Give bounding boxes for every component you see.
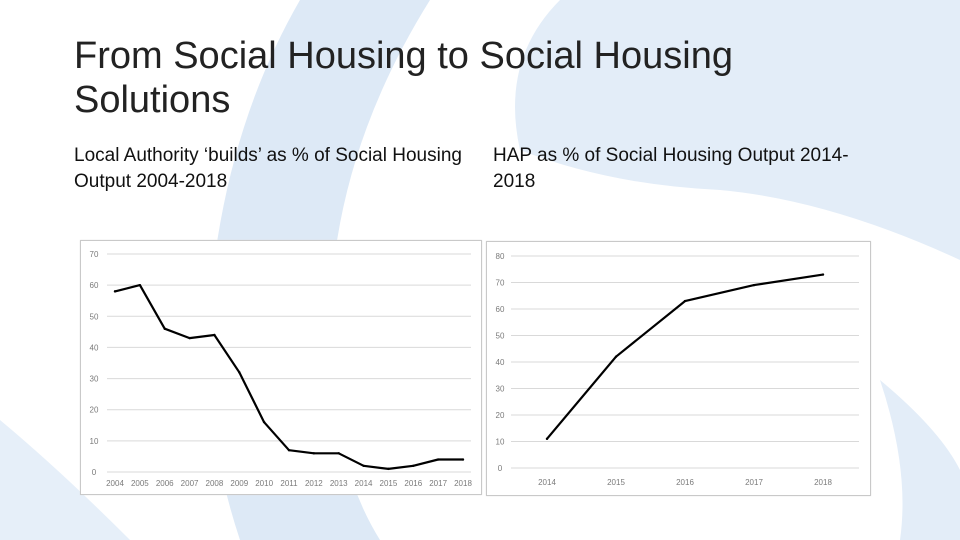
right-y-tick-label: 0 (498, 464, 503, 473)
left-data-point-2013 (337, 452, 340, 455)
right-y-tick-label: 50 (496, 332, 505, 341)
right-line-chart: 0 10 20 30 40 50 60 70 80 2014 2015 2016 2017 2018 (496, 252, 859, 487)
left-x-tick-label: 2015 (380, 479, 398, 488)
right-data-point-2018 (821, 273, 825, 276)
left-x-tick-label: 2009 (230, 479, 248, 488)
left-y-tick-label: 10 (90, 437, 99, 446)
right-data-point-2016 (683, 299, 687, 303)
left-data-point-2016 (412, 464, 415, 467)
right-y-tick-label: 20 (496, 411, 505, 420)
left-data-point-2006 (163, 327, 166, 330)
left-y-tick-label: 50 (90, 312, 99, 321)
left-y-tick-label: 60 (90, 281, 99, 290)
left-data-point-2004 (113, 290, 117, 293)
right-y-tick-label: 80 (496, 252, 505, 261)
left-x-tick-label: 2011 (280, 479, 298, 488)
left-data-point-2008 (213, 333, 216, 337)
left-x-tick-label: 2005 (131, 479, 149, 488)
right-y-tick-label: 70 (496, 279, 505, 288)
right-x-tick-label: 2018 (814, 478, 832, 487)
right-data-point-2017 (752, 283, 756, 287)
slide-title: From Social Housing to Social Housing So… (74, 35, 733, 121)
right-x-tick-label: 2014 (538, 478, 556, 487)
background-lower-right-shape (880, 380, 960, 540)
left-data-point-2011 (287, 449, 291, 452)
left-x-tick-label: 2004 (106, 479, 124, 488)
left-x-tick-label: 2016 (404, 479, 422, 488)
left-data-point-2018 (461, 458, 465, 461)
left-x-tick-label: 2012 (305, 479, 323, 488)
left-y-tick-label: 0 (92, 468, 97, 477)
left-x-tick-label: 2006 (156, 479, 174, 488)
left-data-point-2005 (138, 283, 142, 287)
left-data-point-2015 (387, 467, 390, 471)
left-data-point-2007 (188, 336, 191, 340)
right-y-tick-label: 10 (496, 438, 505, 447)
right-series-line (545, 273, 825, 440)
left-x-tick-label: 2018 (454, 479, 472, 488)
left-data-point-2009 (238, 371, 241, 374)
left-data-point-2017 (436, 458, 440, 461)
left-x-tick-label: 2017 (429, 479, 447, 488)
left-line-chart: 0 10 20 30 40 50 60 70 2004 2005 2006 2007 2008 2009 2… (90, 250, 473, 488)
left-y-tick-label: 70 (90, 250, 99, 259)
left-chart-subtitle: Local Authority ‘builds’ as % of Social … (74, 145, 462, 192)
right-chart-panel: 0 10 20 30 40 50 60 70 80 2014 2015 2016 2017 2018 (486, 241, 871, 496)
right-x-tick-label: 2015 (607, 478, 625, 487)
left-x-tick-label: 2014 (355, 479, 373, 488)
left-x-tick-label: 2008 (206, 479, 224, 488)
right-x-tick-label: 2017 (745, 478, 763, 487)
right-x-tick-label: 2016 (676, 478, 694, 487)
left-x-tick-label: 2013 (330, 479, 348, 488)
left-data-point-2014 (362, 464, 365, 467)
left-chart-panel: 0 10 20 30 40 50 60 70 2004 2005 2006 2007 2008 2009 2… (80, 240, 482, 495)
right-chart-subtitle: HAP as % of Social Housing Output 2014-2… (493, 145, 849, 192)
right-data-point-2015 (614, 355, 618, 358)
left-y-tick-label: 30 (90, 375, 99, 384)
left-x-tick-label: 2010 (255, 479, 273, 488)
right-y-tick-label: 40 (496, 358, 505, 367)
left-y-tick-label: 40 (90, 343, 99, 352)
right-y-tick-label: 60 (496, 305, 505, 314)
left-y-tick-label: 20 (90, 406, 99, 415)
right-data-point-2014 (545, 437, 549, 441)
left-x-tick-label: 2007 (181, 479, 199, 488)
right-y-tick-label: 30 (496, 385, 505, 394)
left-data-point-2010 (262, 420, 266, 424)
left-data-point-2012 (312, 452, 316, 455)
background-lower-left-shape (0, 420, 130, 540)
background-arc-shape-right (515, 0, 960, 260)
